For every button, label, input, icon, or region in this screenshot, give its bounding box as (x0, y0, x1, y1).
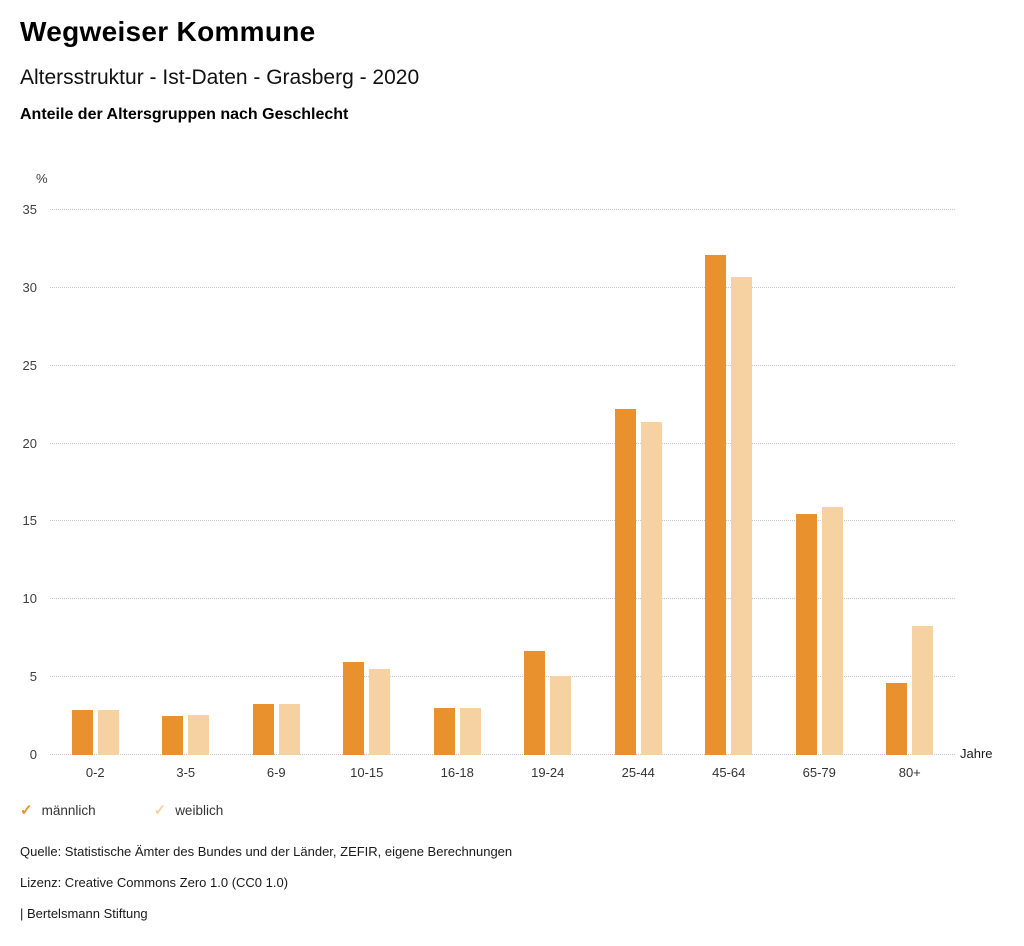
bar-group-65-79: 65-79 (774, 210, 865, 780)
x-tick-label: 10-15 (350, 765, 384, 780)
bar-group-10-15: 10-15 (322, 210, 413, 780)
bar-weiblich-10-15[interactable] (369, 669, 391, 755)
y-tick-label: 0 (29, 747, 37, 762)
bar-männlich-3-5[interactable] (162, 716, 184, 755)
x-tick-label: 16-18 (440, 765, 474, 780)
gridline-25: 25 (23, 358, 955, 373)
bar-group-6-9: 6-9 (231, 210, 322, 780)
bar-weiblich-0-2[interactable] (97, 709, 119, 755)
source-text: Quelle: Statistische Ämter des Bundes un… (20, 844, 513, 859)
bar-group-3-5: 3-5 (141, 210, 232, 780)
y-tick-label: 20 (22, 435, 37, 451)
bar-weiblich-19-24[interactable] (550, 675, 572, 755)
checkmark-icon: ✓ (20, 802, 33, 819)
bar-männlich-80+[interactable] (886, 683, 908, 755)
bar-weiblich-3-5[interactable] (188, 714, 210, 755)
x-axis-unit-label: Jahre (960, 746, 993, 761)
chart-subtitle: Altersstruktur - Ist-Daten - Grasberg - … (20, 66, 420, 89)
x-tick-label: 65-79 (802, 765, 836, 780)
x-tick-label: 3-5 (176, 765, 196, 780)
gridline-20: 20 (23, 436, 955, 451)
x-tick-label: 45-64 (712, 765, 746, 780)
bar-weiblich-16-18[interactable] (459, 708, 481, 755)
gridline-15: 15 (23, 513, 955, 528)
bar-männlich-16-18[interactable] (433, 708, 455, 755)
bar-groups: 0-2 3-5 6-9 10-15 16-18 19-24 25-44 45-64 65-79 8… (50, 210, 956, 780)
y-tick-label: 10 (22, 591, 37, 607)
bar-männlich-10-15[interactable] (343, 661, 365, 755)
gridline-5: 5 (30, 669, 955, 684)
gridline-35: 35 (23, 202, 955, 217)
legend-item-männlich[interactable]: ✓ männlich (20, 803, 96, 818)
chart-heading: Anteile der Altersgruppen nach Geschlech… (20, 106, 349, 123)
bar-weiblich-45-64[interactable] (731, 276, 753, 755)
bar-group-80+: 80+ (865, 210, 956, 780)
legend-label: männlich (41, 803, 96, 818)
plot-area: 0 5 10 15 20 25 30 35 0-2 3-5 6-9 10-15 16-18 19-24 25… (23, 202, 956, 780)
attribution-text: | Bertelsmann Stiftung (20, 906, 148, 921)
gridline-10: 10 (23, 591, 955, 606)
y-axis-unit-label: % (36, 171, 48, 186)
bar-weiblich-6-9[interactable] (278, 703, 300, 755)
y-tick-label: 25 (22, 357, 37, 373)
x-tick-label: 19-24 (531, 765, 565, 780)
bar-männlich-6-9[interactable] (252, 703, 274, 755)
bar-group-25-44: 25-44 (593, 210, 684, 780)
bar-männlich-19-24[interactable] (524, 650, 546, 755)
x-tick-label: 25-44 (621, 765, 655, 780)
chart-legend: ✓ männlich ✓ weiblich (20, 803, 223, 818)
page-title: Wegweiser Kommune (20, 16, 316, 47)
bar-group-16-18: 16-18 (412, 210, 503, 780)
checkmark-icon: ✓ (153, 802, 167, 819)
bar-männlich-0-2[interactable] (71, 709, 93, 755)
bar-männlich-45-64[interactable] (705, 255, 727, 755)
bar-weiblich-25-44[interactable] (640, 421, 662, 755)
bar-weiblich-65-79[interactable] (821, 507, 843, 755)
x-tick-label: 6-9 (266, 765, 286, 780)
gridline-0: 0 (30, 747, 955, 762)
bar-group-45-64: 45-64 (684, 210, 775, 780)
y-tick-label: 15 (22, 513, 37, 529)
bar-weiblich-80+[interactable] (912, 625, 934, 755)
legend-label: weiblich (175, 803, 224, 818)
bar-group-19-24: 19-24 (503, 210, 594, 780)
bar-männlich-65-79[interactable] (795, 513, 817, 755)
y-tick-label: 35 (22, 202, 37, 217)
x-tick-label: 0-2 (85, 765, 105, 780)
y-tick-label: 30 (22, 279, 37, 295)
bar-männlich-25-44[interactable] (614, 409, 636, 755)
y-tick-label: 5 (29, 669, 37, 685)
x-tick-label: 80+ (898, 765, 921, 780)
legend-item-weiblich[interactable]: ✓ weiblich (154, 803, 224, 818)
license-text: Lizenz: Creative Commons Zero 1.0 (CC0 1… (20, 875, 289, 890)
bar-group-0-2: 0-2 (50, 210, 141, 780)
gridline-30: 30 (23, 280, 955, 295)
